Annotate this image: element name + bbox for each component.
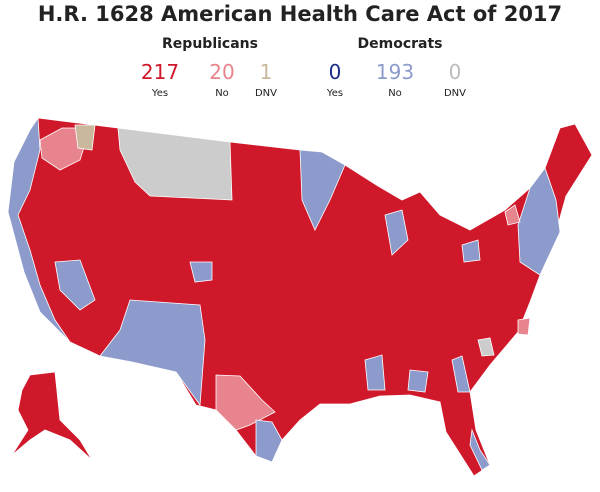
region [99, 299, 206, 407]
region [407, 369, 429, 393]
region [517, 317, 531, 336]
region [11, 371, 93, 461]
region [255, 419, 283, 463]
region [299, 149, 346, 231]
count-label: No [215, 88, 229, 99]
count-label: Yes [326, 88, 344, 99]
region [469, 428, 491, 471]
region [504, 204, 521, 226]
region [54, 259, 96, 311]
region [477, 337, 495, 357]
count: 20 [209, 60, 235, 84]
region [364, 354, 386, 391]
region [189, 261, 213, 283]
count: 1 [259, 60, 273, 84]
region [384, 209, 409, 256]
title: H.R. 1628 American Health Care Act of 20… [37, 2, 563, 26]
region [461, 239, 481, 263]
party-name: Democrats [357, 36, 443, 52]
region [7, 117, 593, 477]
region [117, 127, 233, 201]
count-label: DNV [254, 88, 278, 99]
region [517, 167, 561, 276]
count-label: DNV [443, 88, 467, 99]
count-label: Yes [151, 88, 169, 99]
count: 0 [448, 60, 462, 84]
count-label: No [388, 88, 402, 99]
count: 0 [328, 60, 342, 84]
region [7, 116, 71, 343]
count: 193 [375, 60, 415, 84]
region [215, 374, 276, 431]
party-name: Republicans [162, 36, 258, 52]
region [74, 124, 96, 151]
count: 217 [140, 60, 180, 84]
region [451, 355, 471, 393]
